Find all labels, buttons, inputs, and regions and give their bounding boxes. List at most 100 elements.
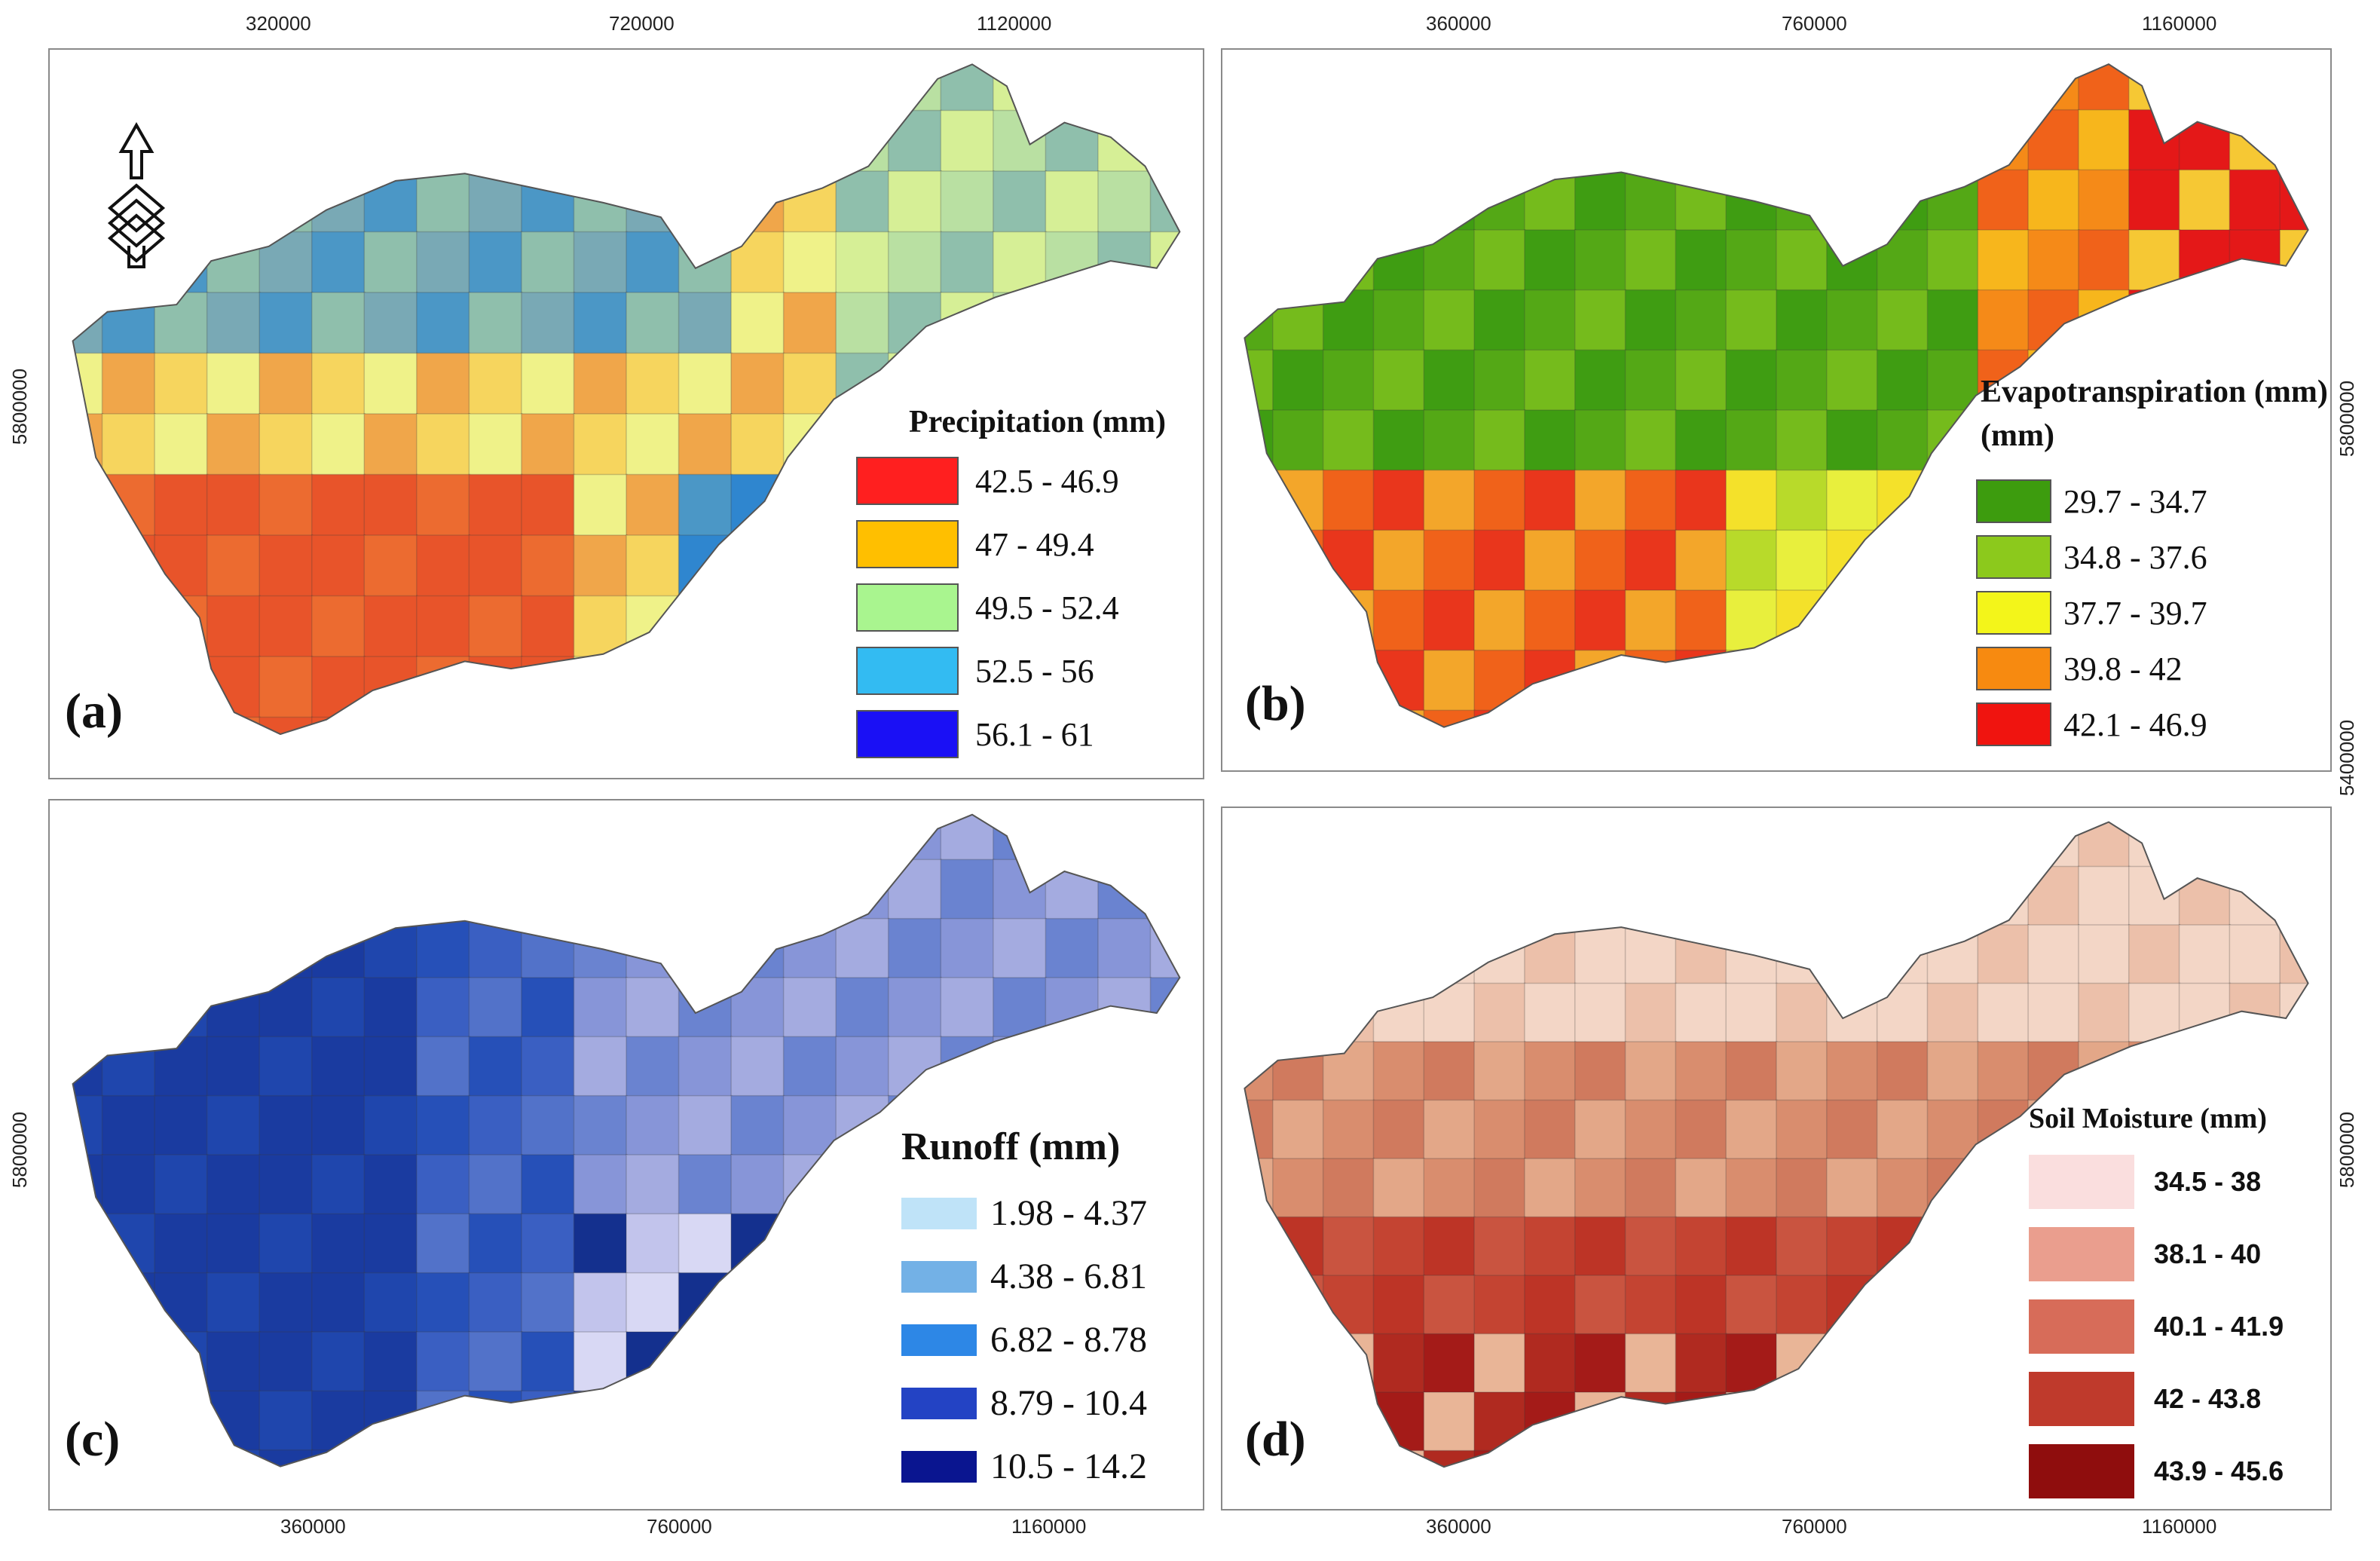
sub-basin-cell	[416, 977, 471, 1039]
sub-basin-cell	[1725, 529, 1778, 592]
sub-basin-cell	[887, 170, 943, 234]
sub-basin-cell	[1097, 917, 1152, 979]
legend-item: 42.5 - 46.9	[856, 457, 1119, 505]
sub-basin-cell	[1624, 822, 1678, 868]
sub-basin-cell	[1776, 64, 1828, 112]
sub-basin-cell	[311, 64, 366, 112]
sub-basin-cell	[363, 1094, 418, 1156]
sub-basin-cell	[311, 656, 366, 719]
panel-b-map-frame: (b) Evapotranspiration (mm) (mm) 29.7 - …	[1221, 48, 2332, 772]
sub-basin-cell	[154, 413, 209, 476]
sub-basin-cell	[1473, 1391, 1526, 1452]
sub-basin-cell	[1423, 865, 1476, 926]
sub-basin-cell	[626, 292, 681, 355]
sub-basin-cell	[1624, 1275, 1678, 1336]
sub-basin-cell	[678, 1331, 733, 1393]
sub-basin-cell	[940, 814, 995, 862]
sub-basin-cell	[1574, 529, 1627, 592]
sub-basin-cell	[1372, 1041, 1426, 1102]
sub-basin-cell	[1926, 1449, 1980, 1468]
sub-basin-cell	[1149, 1036, 1180, 1097]
sub-basin-cell	[1876, 1275, 1929, 1336]
sub-basin-cell	[72, 917, 104, 979]
sub-basin-cell	[258, 109, 314, 173]
sub-basin-cell	[782, 656, 837, 719]
sub-basin-cell	[573, 1036, 628, 1097]
sub-basin-cell	[573, 1331, 628, 1393]
panel-a-legend: Precipitation (mm) 42.5 - 46.9 47 - 49.4…	[856, 404, 1203, 766]
legend-swatch	[1976, 535, 2051, 579]
sub-basin-cell	[416, 1154, 471, 1216]
sub-basin-cell	[2279, 64, 2308, 112]
sub-basin-cell	[1876, 409, 1929, 472]
sub-basin-cell	[2078, 822, 2131, 868]
sub-basin-cell	[311, 814, 366, 862]
sub-basin-cell	[521, 1094, 576, 1156]
sub-basin-cell	[363, 473, 418, 537]
sub-basin-cell	[1826, 589, 1879, 652]
sub-basin-cell	[782, 292, 837, 355]
sub-basin-cell	[1372, 709, 1426, 727]
sub-basin-cell	[835, 1272, 890, 1333]
sub-basin-cell	[1524, 169, 1577, 231]
sub-basin-cell	[1675, 822, 1727, 868]
sub-basin-cell	[782, 977, 837, 1039]
sub-basin-cell	[363, 814, 418, 862]
sub-basin-cell	[2078, 865, 2131, 926]
sub-basin-cell	[311, 595, 366, 658]
legend-item: 39.8 - 42	[1976, 647, 2183, 690]
sub-basin-cell	[730, 64, 785, 112]
sub-basin-cell	[1826, 1041, 1879, 1102]
sub-basin-cell	[416, 231, 471, 294]
sub-basin-cell	[72, 1154, 104, 1216]
sub-basin-cell	[2178, 64, 2232, 112]
sub-basin-cell	[363, 170, 418, 234]
sub-basin-cell	[1675, 982, 1727, 1043]
sub-basin-cell	[1473, 1216, 1526, 1277]
sub-basin-cell	[1624, 409, 1678, 472]
sub-basin-cell	[1624, 169, 1678, 231]
sub-basin-cell	[835, 231, 890, 294]
top-tick-label: 1160000	[2142, 12, 2217, 35]
sub-basin-cell	[1045, 859, 1100, 920]
sub-basin-cell	[521, 1331, 576, 1393]
sub-basin-cell	[1876, 1041, 1929, 1102]
sub-basin-cell	[1725, 589, 1778, 652]
sub-basin-cell	[1097, 814, 1152, 862]
sub-basin-cell	[573, 595, 628, 658]
sub-basin-cell	[1776, 649, 1828, 712]
legend-title-unit: (mm)	[1981, 418, 2054, 453]
sub-basin-cell	[940, 917, 995, 979]
sub-basin-cell	[1473, 289, 1526, 352]
sub-basin-cell	[1826, 1099, 1879, 1160]
sub-basin-cell	[1423, 409, 1476, 472]
sub-basin-cell	[416, 1036, 471, 1097]
basin-boundary	[1244, 821, 2309, 1468]
sub-basin-cell	[416, 292, 471, 355]
sub-basin-cell	[1272, 169, 1325, 231]
sub-basin-cell	[206, 413, 261, 476]
sub-basin-cell	[1097, 859, 1152, 920]
sub-basin-cell	[573, 1390, 628, 1452]
legend-item: 40.1 - 41.9	[2029, 1299, 2284, 1354]
legend-item: 29.7 - 34.7	[1976, 479, 2207, 523]
sub-basin-cell	[2027, 865, 2080, 926]
sub-basin-cell	[2229, 64, 2281, 112]
sub-basin-cell	[678, 1272, 733, 1333]
sub-basin-cell	[258, 534, 314, 598]
sub-basin-cell	[1876, 64, 1929, 112]
sub-basin-cell	[2178, 1041, 2232, 1102]
sub-basin-cell	[416, 1272, 471, 1333]
sub-basin-cell	[1473, 1275, 1526, 1336]
sub-basin-cell	[1149, 109, 1180, 173]
legend-swatch	[856, 710, 959, 758]
sub-basin-cell	[363, 859, 418, 920]
sub-basin-cell	[2078, 169, 2131, 231]
sub-basin-cell	[1423, 1333, 1476, 1394]
sub-basin-cell	[416, 413, 471, 476]
sub-basin-cell	[1574, 1041, 1627, 1102]
sub-basin-cell	[940, 170, 995, 234]
sub-basin-cell	[1926, 169, 1980, 231]
sub-basin-cell	[1977, 982, 2030, 1043]
sub-basin-cell	[1272, 64, 1325, 112]
